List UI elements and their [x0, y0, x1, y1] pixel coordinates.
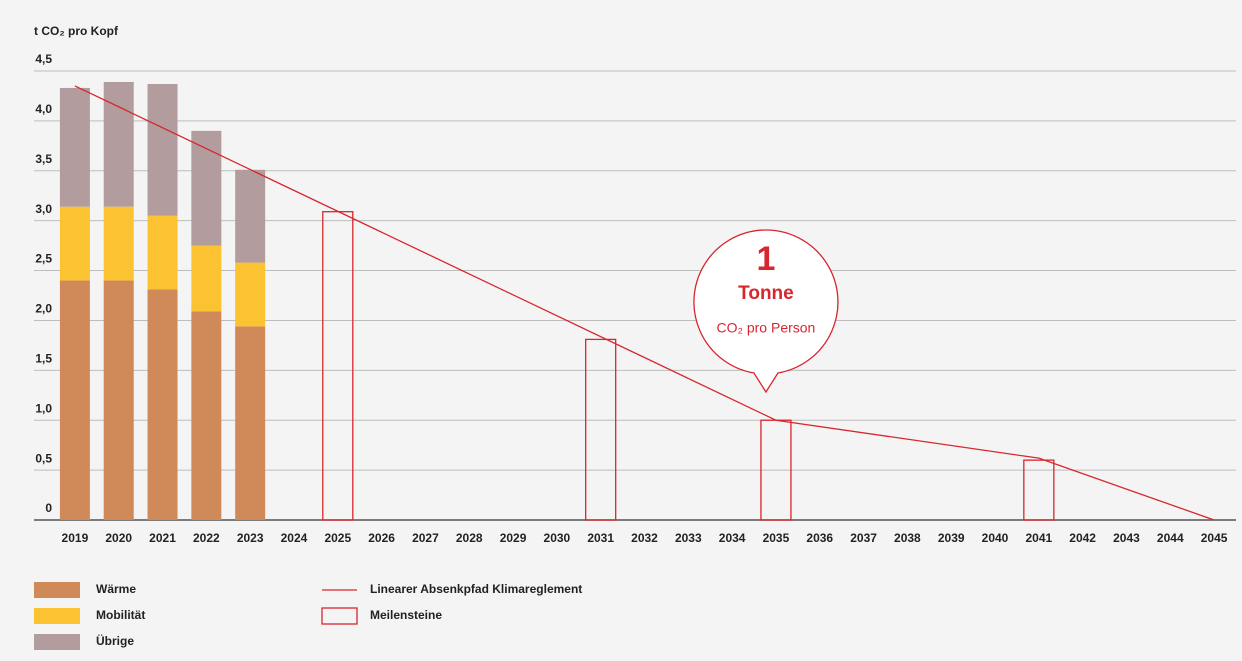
bar-segment — [235, 262, 266, 327]
x-tick-label: 2035 — [763, 531, 790, 545]
line — [74, 85, 1215, 521]
y-tick-label: 4,0 — [35, 102, 52, 116]
milestone-bar — [585, 338, 617, 521]
bar-segment — [235, 326, 266, 520]
callout-text: CO₂ pro Person — [717, 320, 816, 336]
x-tick-label: 2038 — [894, 531, 921, 545]
x-tick-label: 2024 — [281, 531, 308, 545]
x-tick-label: 2033 — [675, 531, 702, 545]
y-tick-label: 2,0 — [35, 302, 52, 316]
legend-label: Übrige — [96, 633, 134, 648]
x-tick-label: 2029 — [500, 531, 527, 545]
y-tick-label: 3,0 — [35, 202, 52, 216]
y-tick-label: 1,0 — [35, 401, 52, 415]
y-tick-label: 0 — [45, 501, 52, 515]
legend-swatch — [321, 607, 358, 625]
y-tick-label: 4,5 — [35, 52, 52, 66]
y-tick-label: 2,5 — [35, 252, 52, 266]
bar-segment — [147, 215, 178, 290]
x-tick-label: 2032 — [631, 531, 658, 545]
legend-swatch — [34, 634, 80, 650]
x-tick-label: 2028 — [456, 531, 483, 545]
callout-value: 1 — [756, 240, 775, 278]
bar-segment — [103, 206, 134, 281]
bar-segment — [191, 130, 222, 246]
x-tick-label: 2020 — [105, 531, 132, 545]
x-tick-label: 2025 — [324, 531, 351, 545]
x-tick-label: 2037 — [850, 531, 877, 545]
bar-segment — [191, 311, 222, 520]
x-tick-label: 2042 — [1069, 531, 1096, 545]
legend-swatch — [34, 582, 80, 598]
y-tick-label: 1,5 — [35, 352, 52, 366]
y-tick-label: 3,5 — [35, 152, 52, 166]
x-tick-label: 2027 — [412, 531, 439, 545]
x-tick-label: 2044 — [1157, 531, 1184, 545]
callout-unit: Tonne — [738, 283, 794, 304]
x-tick-label: 2030 — [544, 531, 571, 545]
legend-label: Linearer Absenkpfad Klimareglement — [370, 582, 582, 596]
bar-segment — [147, 289, 178, 520]
milestone-bar — [322, 211, 354, 521]
x-tick-label: 2022 — [193, 531, 220, 545]
bar-segment — [103, 280, 134, 520]
bar-segment — [59, 206, 90, 281]
x-tick-label: 2039 — [938, 531, 965, 545]
bar-segment — [191, 245, 222, 312]
x-tick-label: 2023 — [237, 531, 264, 545]
bar-segment — [147, 83, 178, 216]
x-tick-label: 2034 — [719, 531, 746, 545]
x-tick-label: 2031 — [587, 531, 614, 545]
milestone-bar — [1023, 459, 1055, 521]
x-tick-label: 2040 — [982, 531, 1009, 545]
x-tick-label: 2021 — [149, 531, 176, 545]
bar-segment — [59, 87, 90, 207]
x-tick-label: 2045 — [1201, 531, 1228, 545]
x-tick-label: 2036 — [806, 531, 833, 545]
x-tick-label: 2043 — [1113, 531, 1140, 545]
x-tick-label: 2019 — [62, 531, 89, 545]
legend-label: Meilensteine — [370, 608, 442, 622]
y-axis-label: t CO₂ pro Kopf — [34, 24, 119, 38]
legend-swatch — [34, 608, 80, 624]
legend-label: Mobilität — [96, 608, 145, 622]
callout-bubble — [693, 229, 839, 394]
y-tick-label: 0,5 — [35, 451, 52, 465]
bar-segment — [59, 280, 90, 520]
bar-segment — [235, 169, 266, 263]
bar-segment — [103, 81, 134, 207]
x-tick-label: 2041 — [1025, 531, 1052, 545]
x-tick-label: 2026 — [368, 531, 395, 545]
legend-label: Wärme — [96, 582, 136, 596]
